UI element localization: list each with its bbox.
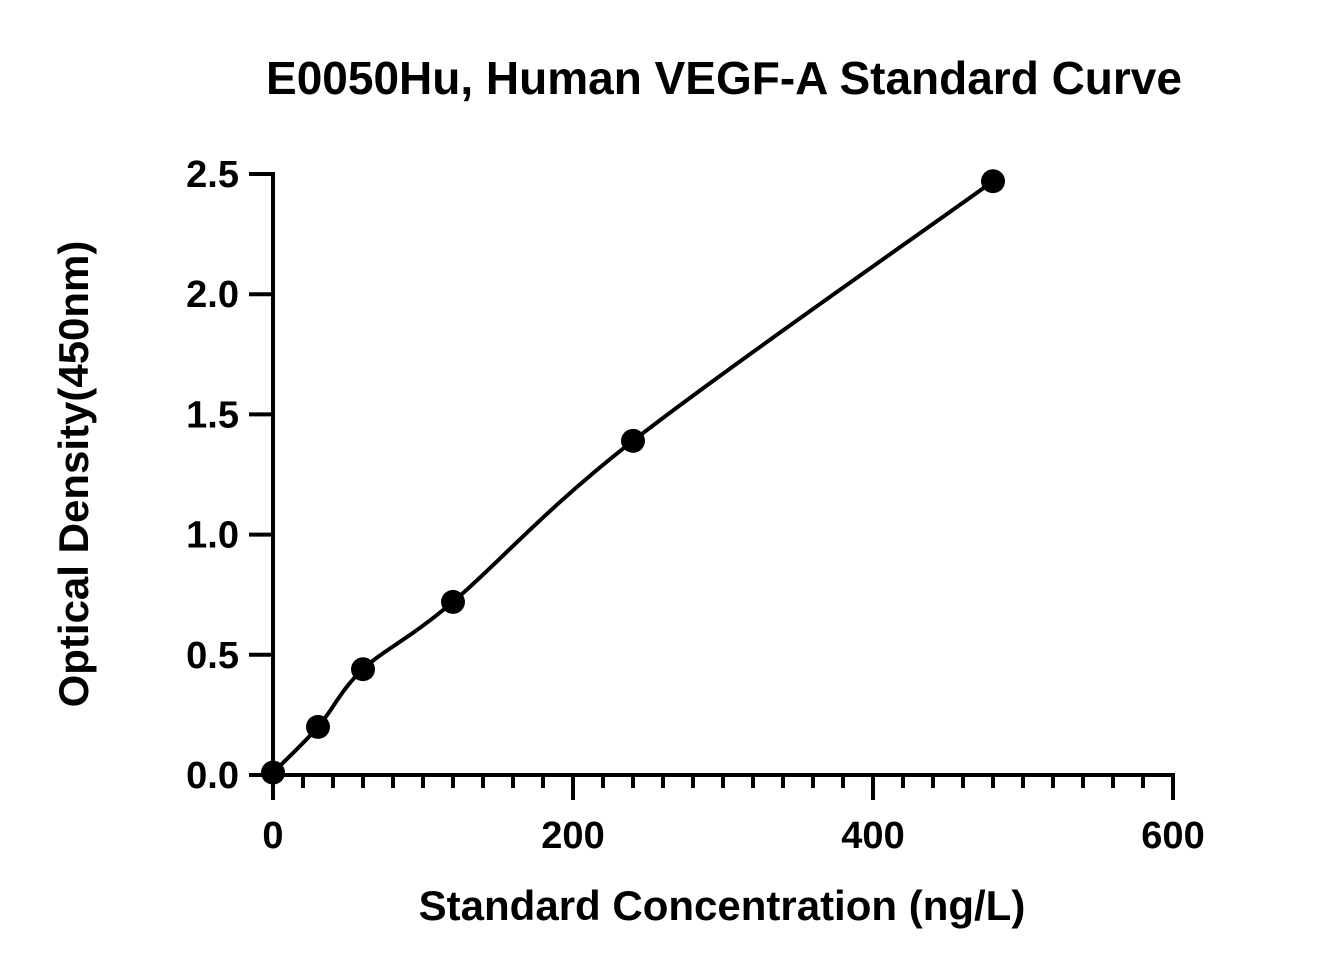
y-tick-label: 1.5 <box>186 394 239 436</box>
y-tick-label: 2.0 <box>186 274 239 316</box>
data-point <box>981 169 1005 194</box>
axes-layer <box>271 172 1175 777</box>
curve-layer <box>271 179 995 775</box>
fit-curve-line <box>271 179 995 775</box>
y-axis-label: Optical Density(450nm) <box>50 241 97 708</box>
data-point <box>306 714 330 739</box>
chart-title: E0050Hu, Human VEGF-A Standard Curve <box>266 52 1182 104</box>
x-axis-label: Standard Concentration (ng/L) <box>419 882 1026 929</box>
y-tick-label: 2.5 <box>186 154 239 196</box>
y-tick-label: 1.0 <box>186 515 239 557</box>
y-tick-label: 0.5 <box>186 635 239 677</box>
x-tick-label: 600 <box>1141 815 1204 857</box>
data-point <box>441 589 465 614</box>
data-point <box>261 760 285 785</box>
points-layer <box>261 169 1005 785</box>
x-tick-label: 400 <box>841 815 904 857</box>
data-point <box>621 428 645 453</box>
x-tick-label: 200 <box>541 815 604 857</box>
ticks-layer: 0.0 0.5 1.0 1.5 2.0 2.5 0 200 400 600 <box>186 154 1205 857</box>
x-tick-label: 0 <box>262 815 283 857</box>
data-point <box>351 657 375 682</box>
y-tick-label: 0.0 <box>186 755 239 797</box>
